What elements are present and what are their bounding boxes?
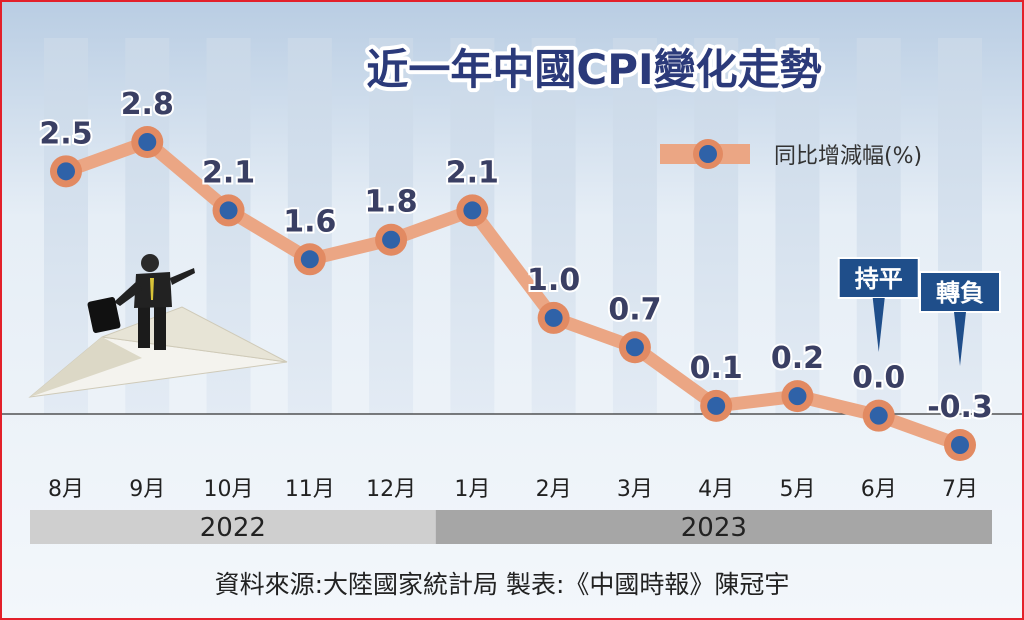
data-point — [625, 338, 644, 357]
data-point — [463, 201, 482, 220]
annotation-pointer — [954, 312, 966, 366]
data-point — [788, 387, 807, 406]
year-bar — [30, 510, 436, 544]
data-point — [57, 162, 75, 181]
chart-title-outline: 近一年中國CPI變化走勢 — [366, 45, 821, 94]
data-points — [50, 126, 976, 461]
category-column — [694, 38, 739, 414]
category-column — [287, 38, 332, 414]
businessman-on-paper-plane-icon — [28, 254, 288, 398]
legend: 同比增減幅(%) — [660, 139, 922, 169]
value-label: 2.5 — [39, 116, 92, 151]
legend-label: 同比增減幅(%) — [774, 144, 922, 169]
x-tick-label: 2月 — [536, 477, 572, 502]
value-label: 0.7 — [608, 292, 661, 327]
x-axis-tick-labels: 8月 9月 10月 11月 12月 1月 2月 3月 4月 5月 6月 7月 — [48, 477, 978, 502]
source-credit: 資料來源:大陸國家統計局 製表:《中國時報》陳冠宇 — [215, 570, 790, 599]
value-labels: 2.5 2.8 2.1 1.6 1.8 2.1 1.0 0.7 0.1 0.2 0.0 -0.3 — [37, 85, 994, 427]
year-bar — [435, 510, 992, 544]
x-tick-label: 7月 — [942, 477, 978, 502]
year-label: 2022 — [200, 513, 266, 543]
x-tick-label: 1月 — [454, 477, 490, 502]
value-label: 0.1 — [690, 351, 743, 386]
year-bars: 2022 2023 — [30, 510, 992, 544]
category-column — [775, 38, 820, 414]
value-label: 2.1 — [446, 155, 499, 190]
x-tick-label: 12月 — [366, 477, 416, 502]
annotation-box — [837, 257, 920, 299]
data-point — [382, 230, 401, 249]
data-point — [544, 308, 563, 327]
annotation-label: 轉負 — [936, 279, 984, 307]
category-column — [531, 38, 576, 414]
value-label: 2.1 — [202, 155, 255, 190]
value-label: 2.8 — [121, 87, 174, 122]
annotations: 持平轉負 — [837, 257, 1001, 366]
data-point — [707, 396, 726, 415]
value-label: -0.3 — [927, 390, 993, 425]
data-point — [869, 406, 888, 425]
data-point — [138, 133, 157, 151]
category-column — [44, 38, 88, 414]
value-label: 1.0 — [527, 263, 580, 298]
annotation-box — [919, 271, 1001, 313]
x-tick-label: 3月 — [617, 477, 653, 502]
category-column — [856, 38, 901, 414]
value-label: 0.2 — [771, 341, 824, 376]
value-label: 1.8 — [365, 185, 418, 220]
data-point — [951, 436, 969, 454]
x-tick-label: 6月 — [861, 477, 897, 502]
legend-marker-center — [699, 145, 717, 163]
x-tick-label: 4月 — [698, 477, 734, 502]
x-tick-label: 5月 — [779, 477, 815, 502]
data-point — [300, 250, 319, 269]
value-label: 0.0 — [852, 361, 905, 396]
x-tick-label: 10月 — [204, 477, 254, 502]
year-label: 2023 — [681, 513, 747, 543]
value-label: 1.6 — [283, 204, 336, 239]
data-point — [219, 201, 238, 220]
x-tick-label: 11月 — [285, 477, 335, 502]
x-tick-label: 9月 — [129, 477, 165, 502]
chart-title: 近一年中國CPI變化走勢 — [366, 45, 821, 94]
x-tick-label: 8月 — [48, 477, 84, 502]
annotation-label: 持平 — [855, 265, 903, 293]
annotation-pointer — [872, 298, 885, 352]
